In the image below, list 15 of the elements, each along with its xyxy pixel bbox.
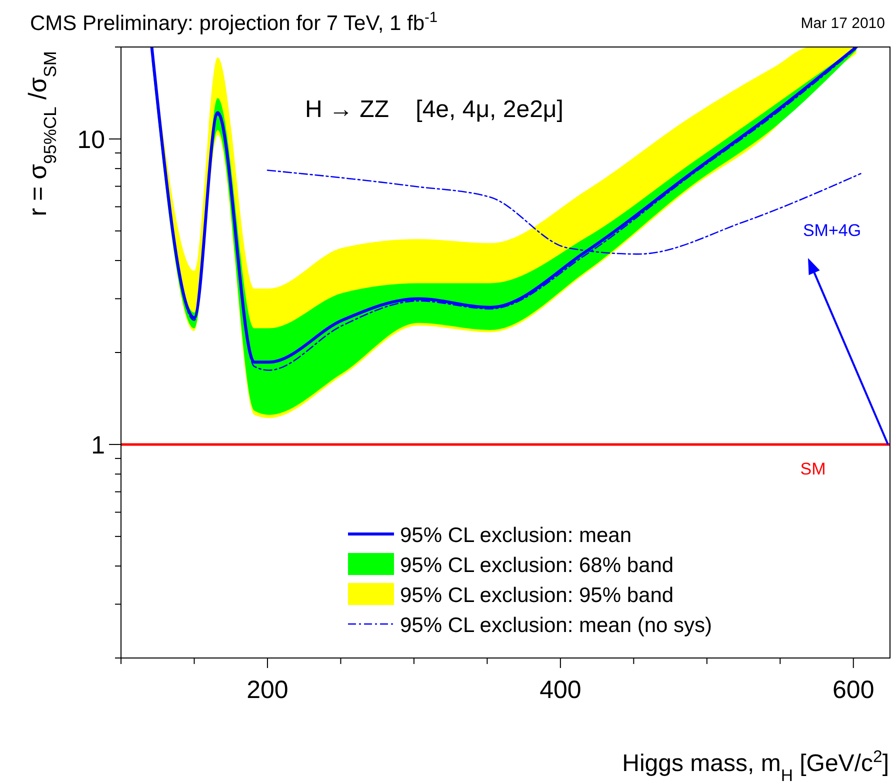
- ref-line-label: SM: [800, 459, 826, 478]
- x-tick-label: 200: [246, 676, 288, 704]
- legend-label: 95% CL exclusion: 95% band: [400, 584, 674, 607]
- legend-label: 95% CL exclusion: mean: [400, 524, 632, 547]
- y-tick-label: 10: [77, 126, 105, 154]
- x-tick-label: 600: [832, 676, 874, 704]
- y-tick-label: 1: [91, 431, 105, 460]
- text: Mar 17 2010: [800, 15, 885, 32]
- annotation: SM+4G: [802, 221, 862, 240]
- chart-title: CMS Preliminary: projection for 7 TeV, 1 fb$^{-1}$: [30, 10, 438, 35]
- x-axis-title: Higgs mass, m$_{H}$ [GeV/c$^{2}$]: [622, 746, 889, 783]
- legend-label: 95% CL exclusion: 68% band: [400, 554, 674, 577]
- x-tick-label: 400: [540, 676, 582, 704]
- legend-label: 95% CL exclusion: mean (no sys): [400, 614, 712, 637]
- annotation: H → ZZ [4e, 4μ, 2e2μ]: [305, 96, 564, 123]
